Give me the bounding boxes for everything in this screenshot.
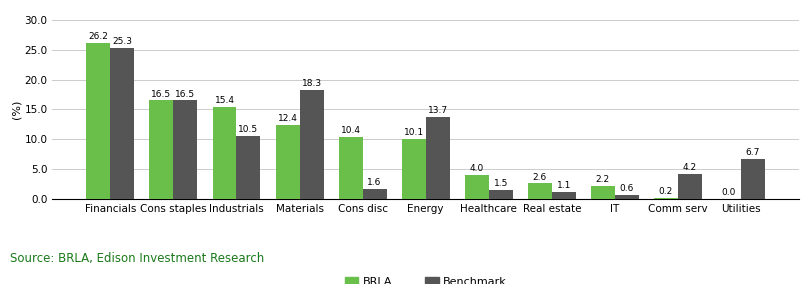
Legend: BRLA, Benchmark: BRLA, Benchmark: [341, 272, 511, 284]
Text: 13.7: 13.7: [428, 106, 448, 115]
Bar: [275, 125, 299, 199]
Text: 10.5: 10.5: [238, 126, 258, 134]
Bar: [425, 117, 449, 199]
Text: 1.5: 1.5: [494, 179, 508, 188]
Text: 2.6: 2.6: [533, 172, 547, 181]
Bar: [615, 195, 639, 199]
Text: 4.0: 4.0: [470, 164, 484, 173]
Bar: [528, 183, 552, 199]
Text: 25.3: 25.3: [112, 37, 132, 46]
Text: 6.7: 6.7: [746, 148, 760, 157]
Text: 18.3: 18.3: [302, 79, 322, 88]
Text: 16.5: 16.5: [175, 90, 195, 99]
Bar: [489, 190, 512, 199]
Text: 10.4: 10.4: [341, 126, 361, 135]
Bar: [111, 48, 134, 199]
Text: 0.2: 0.2: [659, 187, 673, 196]
Bar: [149, 101, 174, 199]
Bar: [212, 107, 236, 199]
Bar: [339, 137, 362, 199]
Text: 26.2: 26.2: [89, 32, 108, 41]
Bar: [174, 101, 198, 199]
Bar: [402, 139, 425, 199]
Bar: [86, 43, 111, 199]
Bar: [591, 186, 615, 199]
Text: 10.1: 10.1: [404, 128, 424, 137]
Bar: [362, 189, 387, 199]
Y-axis label: (%): (%): [11, 100, 22, 119]
Text: 16.5: 16.5: [152, 90, 172, 99]
Text: 15.4: 15.4: [215, 96, 235, 105]
Bar: [552, 192, 576, 199]
Bar: [236, 136, 261, 199]
Text: Source: BRLA, Edison Investment Research: Source: BRLA, Edison Investment Research: [10, 252, 264, 265]
Bar: [741, 159, 765, 199]
Text: 12.4: 12.4: [278, 114, 298, 123]
Text: 0.0: 0.0: [722, 188, 736, 197]
Text: 4.2: 4.2: [683, 163, 697, 172]
Text: 1.1: 1.1: [557, 181, 571, 191]
Bar: [678, 174, 702, 199]
Bar: [299, 90, 324, 199]
Bar: [465, 175, 489, 199]
Text: 2.2: 2.2: [596, 175, 610, 184]
Bar: [654, 198, 678, 199]
Text: 1.6: 1.6: [367, 178, 382, 187]
Text: 0.6: 0.6: [620, 184, 634, 193]
